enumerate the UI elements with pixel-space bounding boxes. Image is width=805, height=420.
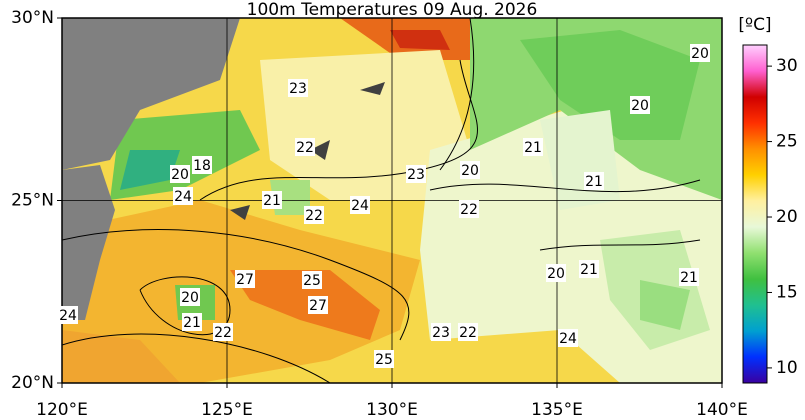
contour-label: 21 [524, 140, 542, 156]
contour-label: 21 [585, 174, 603, 190]
y-tick-label: 30°N [11, 8, 54, 28]
contour-label-box [458, 323, 478, 341]
contour-label-box [523, 138, 543, 156]
contour-label-box [459, 200, 479, 218]
colorbar-tick-label: 10 [776, 358, 798, 378]
contour-label-box [180, 288, 200, 306]
contour-label-box [431, 323, 451, 341]
contour-label: 21 [680, 270, 698, 286]
contour-label-box [58, 306, 78, 324]
contour-label: 24 [174, 189, 192, 205]
map-title: 100m Temperatures 09 Aug. 2026 [247, 0, 538, 20]
contour-label: 22 [214, 325, 232, 341]
contour-label-box [302, 271, 322, 289]
contour-label-box [579, 260, 599, 278]
contour-label: 20 [461, 163, 479, 179]
contour-label-box [170, 165, 190, 183]
contour-label-box [288, 79, 308, 97]
contour-label-box [460, 161, 480, 179]
contour-label-box [679, 268, 699, 286]
temperature-field [62, 18, 722, 383]
contour-label: 27 [236, 272, 254, 288]
contour-label: 22 [305, 208, 323, 224]
contour-label-box [630, 96, 650, 114]
contour-label-box [690, 44, 710, 62]
colorbar-tick-label: 30 [776, 56, 798, 76]
contour-label-box [262, 191, 282, 209]
contour-label: 20 [171, 167, 189, 183]
contour-label: 24 [559, 331, 577, 347]
contour-label-box [406, 165, 426, 183]
contour-label-box [173, 187, 193, 205]
contour-label: 23 [289, 81, 307, 97]
contour-label: 21 [580, 262, 598, 278]
x-tick-label: 140°E [696, 400, 748, 420]
contour-label: 25 [375, 352, 393, 368]
contour-label: 20 [547, 266, 565, 282]
contour-label: 24 [351, 198, 369, 214]
colorbar-tick-label: 25 [776, 132, 798, 152]
contour-label: 22 [459, 325, 477, 341]
x-tick-label: 130°E [366, 400, 418, 420]
contour-label-box [192, 156, 212, 174]
contour-label-box [182, 313, 202, 331]
y-tick-label: 20°N [11, 373, 54, 393]
contour-label: 25 [303, 273, 321, 289]
contour-label: 27 [309, 298, 327, 314]
x-tick-label: 125°E [201, 400, 253, 420]
contour-label: 20 [181, 290, 199, 306]
colorbar-tick-label: 15 [776, 282, 798, 302]
contour-label-box [304, 206, 324, 224]
contour-label-box [213, 323, 233, 341]
colorbar [742, 44, 768, 384]
contour-label-box [558, 329, 578, 347]
contour-label: 21 [263, 193, 281, 209]
contour-label-box [546, 264, 566, 282]
y-tick-label: 25°N [11, 191, 54, 211]
colorbar-tick-label: 20 [776, 207, 798, 227]
contour-label-box [374, 350, 394, 368]
contour-label: 22 [296, 140, 314, 156]
contour-label-box [235, 270, 255, 288]
contour-label: 18 [193, 158, 211, 174]
contour-label: 20 [631, 98, 649, 114]
colorbar-label: [ºC] [738, 15, 771, 35]
x-tick-label: 135°E [531, 400, 583, 420]
contour-label: 21 [183, 315, 201, 331]
contour-label: 24 [59, 308, 77, 324]
contour-label: 23 [407, 167, 425, 183]
contour-label-box [350, 196, 370, 214]
contour-label: 20 [691, 46, 709, 62]
contour-label: 22 [460, 202, 478, 218]
contour-label-box [295, 138, 315, 156]
contour-label: 23 [432, 325, 450, 341]
contour-label-box [308, 296, 328, 314]
x-tick-label: 120°E [36, 400, 88, 420]
contour-label-box [584, 172, 604, 190]
